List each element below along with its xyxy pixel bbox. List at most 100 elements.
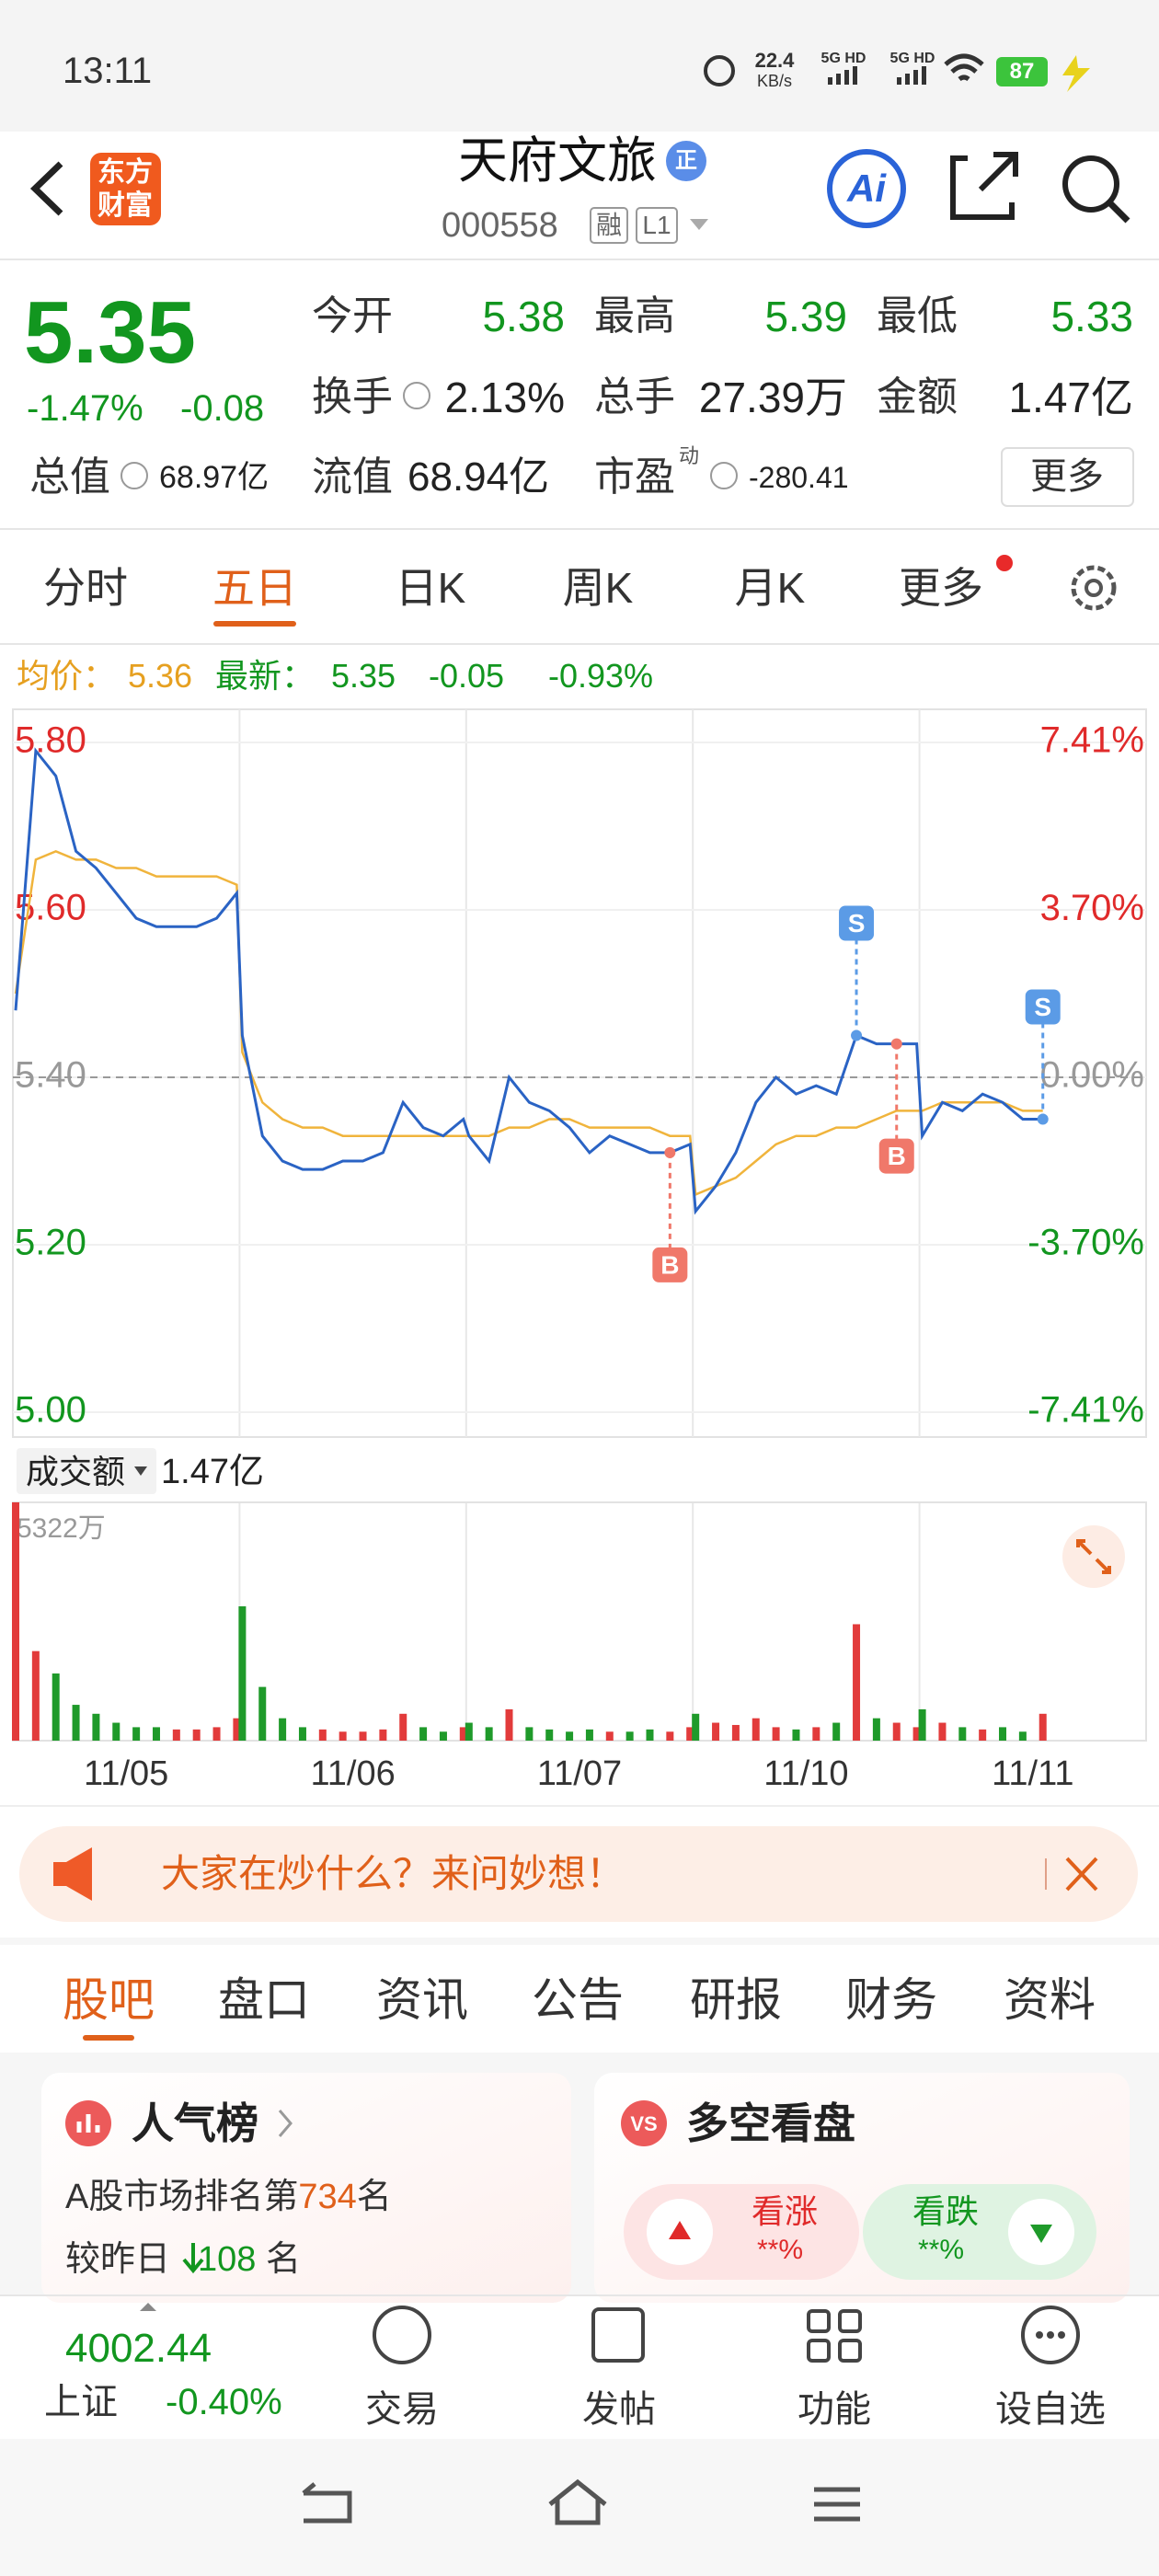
chart-icon-bars (76, 2114, 100, 2133)
function-icon[interactable] (807, 2309, 862, 2363)
volume-bar (439, 1731, 447, 1741)
toolbar-label[interactable]: 功能 (798, 2389, 871, 2430)
info-icon[interactable] (120, 462, 148, 489)
volume-bar (279, 1718, 287, 1741)
y2-tick-label: 0.00% (1040, 1055, 1144, 1096)
field-value: -280.41 (749, 461, 849, 494)
share-button[interactable] (950, 152, 1018, 220)
section-tab[interactable]: 研报 (690, 1974, 782, 2026)
toolbar-label[interactable]: 交易 (365, 2389, 439, 2430)
last-change-pct: -0.93% (548, 657, 654, 695)
nav-menu[interactable] (814, 2487, 860, 2522)
bear-value: **% (917, 2235, 965, 2265)
section-tab[interactable]: 资讯 (376, 1974, 468, 2026)
expand-button[interactable] (1062, 1525, 1125, 1588)
volume-chart-frame (12, 1501, 1147, 1742)
volume-bar (12, 1502, 19, 1741)
ask-banner[interactable] (19, 1826, 1138, 1922)
watchlist-dots (1036, 2331, 1065, 2339)
volume-bar (52, 1673, 60, 1741)
field-label: 最高 (594, 293, 675, 339)
volume-bar (979, 1729, 987, 1741)
up-triangle (669, 2221, 691, 2239)
section-tab[interactable]: 资料 (1004, 1974, 1096, 2026)
y-tick-label: 5.40 (15, 1055, 86, 1096)
battery-level: 87 (1009, 59, 1035, 84)
nav-home[interactable] (548, 2478, 607, 2525)
volume-title[interactable]: 成交额 (26, 1453, 126, 1490)
active-tab-indicator (213, 621, 296, 627)
volume-bar (72, 1705, 80, 1741)
x-tick-label: 11/06 (310, 1754, 395, 1793)
ai-label[interactable]: Ai (847, 167, 886, 210)
volume-bar (686, 1727, 694, 1741)
close-banner[interactable] (1065, 1857, 1098, 1892)
toolbar-label[interactable]: 发帖 (582, 2389, 656, 2430)
ai-button[interactable] (827, 149, 906, 228)
section-tab[interactable]: 股吧 (63, 1974, 155, 2026)
trade-icon[interactable] (373, 2306, 431, 2364)
volume-bar (112, 1722, 120, 1741)
banner-text[interactable]: 大家在炒什么？来问妙想！ (161, 1852, 625, 1895)
volume-bar (233, 1718, 241, 1741)
info-icon[interactable] (710, 462, 738, 489)
toolbar-label[interactable]: 设自选 (995, 2389, 1106, 2430)
badge-text: 正 (675, 148, 697, 173)
popularity-card[interactable] (41, 2073, 571, 2303)
volume-bar (399, 1713, 407, 1741)
section-tab[interactable]: 盘口 (218, 1974, 310, 2026)
nav-back[interactable] (302, 2482, 352, 2524)
volume-bar (772, 1727, 780, 1741)
chart-tab[interactable]: 更多 (899, 564, 983, 612)
avg-value: 5.36 (128, 657, 193, 695)
y2-tick-label: 7.41% (1040, 720, 1144, 761)
index-value[interactable]: 4002.44 (65, 2326, 212, 2371)
card-title: 多空看盘 (686, 2099, 855, 2147)
volume-bar (585, 1729, 593, 1741)
chart-tab[interactable]: 周K (562, 564, 634, 612)
volume-bar (419, 1727, 428, 1741)
post-icon[interactable] (591, 2307, 645, 2363)
net-speed: 22.4 (754, 49, 795, 72)
volume-selector[interactable] (17, 1448, 156, 1494)
settings-core (1084, 579, 1103, 597)
section-tab[interactable]: 财务 (845, 1974, 937, 2026)
logo (90, 153, 161, 225)
back-button[interactable] (29, 161, 63, 216)
chart-tab[interactable]: 五日 (212, 564, 297, 612)
last-price: 5.35 (24, 283, 196, 382)
marker-label: S (1034, 993, 1051, 1021)
field-note: 动 (679, 444, 700, 467)
rank-delta: 较昨日 108 名 (65, 2242, 301, 2277)
marker-label: B (660, 1250, 679, 1279)
field-label: 总手 (594, 374, 675, 420)
chart-tab[interactable]: 分时 (43, 564, 128, 612)
more-label[interactable]: 更多 (1030, 456, 1104, 497)
signal-label: 5G HD (889, 51, 935, 66)
y2-tick-label: 3.70% (1040, 888, 1144, 928)
chart-tab[interactable]: 日K (395, 564, 466, 612)
settings-button[interactable] (1071, 565, 1117, 611)
change-pct: -1.47% (27, 388, 143, 429)
volume-bar (999, 1727, 1007, 1741)
search-button[interactable] (1062, 155, 1119, 213)
price-chart-frame (12, 708, 1147, 1438)
last-value: 5.35 (331, 657, 396, 695)
section-tab[interactable]: 公告 (532, 1974, 624, 2026)
index-change: -0.40% (166, 2382, 282, 2422)
field-value: 68.97亿 (159, 460, 270, 495)
field-value: 5.33 (1050, 293, 1133, 340)
chart-tab[interactable]: 月K (734, 564, 806, 612)
stock-name: 天府文旅 (458, 133, 657, 189)
signal-label: 5G HD (820, 51, 866, 66)
volume-bar (298, 1727, 306, 1741)
volume-bar (212, 1727, 221, 1741)
more-button[interactable] (1001, 447, 1134, 507)
field-label: 总值 (29, 454, 110, 500)
watchlist-icon[interactable] (1021, 2306, 1080, 2364)
field-label: 今开 (312, 293, 393, 339)
tag-box (590, 207, 628, 244)
bull-value: **% (756, 2235, 804, 2265)
info-icon[interactable] (403, 382, 430, 409)
